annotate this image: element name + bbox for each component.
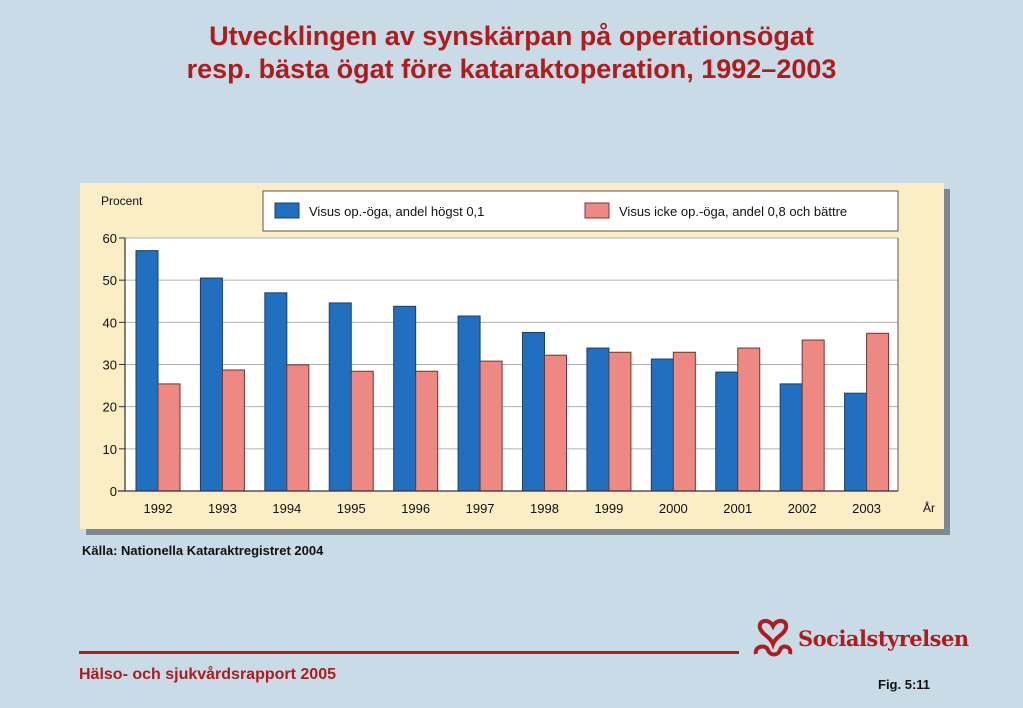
bar-pink xyxy=(415,370,439,492)
x-tick-label: 2002 xyxy=(788,501,817,516)
y-tick-label: 60 xyxy=(103,231,117,246)
bar-blue xyxy=(650,358,674,492)
bar-pink xyxy=(801,339,825,492)
bar-pink xyxy=(608,351,632,492)
bar-blue xyxy=(393,305,417,492)
bar-pink xyxy=(221,369,245,492)
report-name: Hälso- och sjukvårdsrapport 2005 xyxy=(79,666,336,683)
bar-blue xyxy=(844,392,868,492)
bar-pink xyxy=(544,354,567,492)
bar-blue xyxy=(457,315,481,492)
logo-text: Socialstyrelsen xyxy=(798,625,969,651)
title-line-1: Utvecklingen av synskärpan på operations… xyxy=(209,21,814,51)
legend-label-blue: Visus op.-öga, andel högst 0,1 xyxy=(309,204,484,219)
source-note: Källa: Nationella Kataraktregistret 2004 xyxy=(82,543,324,558)
socialstyrelsen-logo: Socialstyrelsen xyxy=(752,618,969,658)
x-tick-label: 1995 xyxy=(337,501,366,516)
footer-rule xyxy=(79,651,739,654)
x-axis-label: År xyxy=(923,500,935,515)
bar-blue xyxy=(328,302,352,492)
bar-blue xyxy=(522,331,545,492)
bar-pink xyxy=(350,370,374,492)
legend-label-pink: Visus icke op.-öga, andel 0,8 och bättre xyxy=(619,204,847,219)
chart-title: Utvecklingen av synskärpan på operations… xyxy=(0,20,1023,86)
legend-swatch-blue xyxy=(274,202,300,219)
x-axis-ticks: 1992 1993 1994 1995 1996 1997 1998 1999 2000 2001… xyxy=(144,501,882,516)
bar-pink xyxy=(866,332,890,492)
bar-pink xyxy=(672,351,696,492)
y-tick-label: 10 xyxy=(103,442,117,457)
legend-box xyxy=(262,190,899,232)
bar-pink xyxy=(737,347,761,492)
x-tick-label: 1998 xyxy=(530,501,559,516)
y-tick-label: 50 xyxy=(103,273,117,288)
y-tick-label: 30 xyxy=(103,358,117,373)
y-axis-label: Procent xyxy=(101,194,143,208)
hearts-logo-icon xyxy=(753,619,793,657)
x-tick-label: 2000 xyxy=(659,501,688,516)
legend-swatch-pink xyxy=(584,202,610,219)
bar-pink xyxy=(157,383,181,492)
title-line-2: resp. bästa ögat före kataraktoperation,… xyxy=(186,54,837,84)
x-tick-label: 1996 xyxy=(401,501,430,516)
y-axis-ticks: 0 10 20 30 40 50 60 xyxy=(103,231,125,499)
bar-blue xyxy=(586,347,610,492)
y-tick-label: 20 xyxy=(103,400,117,415)
x-tick-label: 2003 xyxy=(852,501,881,516)
bar-blue xyxy=(779,383,803,492)
bar-blue xyxy=(135,250,159,492)
legend: Visus op.-öga, andel högst 0,1 Visus ick… xyxy=(262,190,899,232)
y-tick-label: 40 xyxy=(103,315,117,330)
bar-blue xyxy=(264,292,288,492)
bars xyxy=(135,250,890,492)
figure-number: Fig. 5:11 xyxy=(878,677,931,692)
x-tick-label: 2001 xyxy=(723,501,752,516)
x-tick-label: 1999 xyxy=(594,501,623,516)
x-tick-label: 1993 xyxy=(208,501,237,516)
y-tick-label: 0 xyxy=(110,484,117,499)
bar-pink xyxy=(286,364,310,492)
gridlines xyxy=(125,237,898,450)
x-tick-label: 1997 xyxy=(466,501,495,516)
bar-blue xyxy=(199,277,223,492)
x-tick-label: 1992 xyxy=(144,501,173,516)
bar-pink xyxy=(479,360,503,492)
x-tick-label: 1994 xyxy=(272,501,301,516)
bar-blue xyxy=(715,371,739,492)
